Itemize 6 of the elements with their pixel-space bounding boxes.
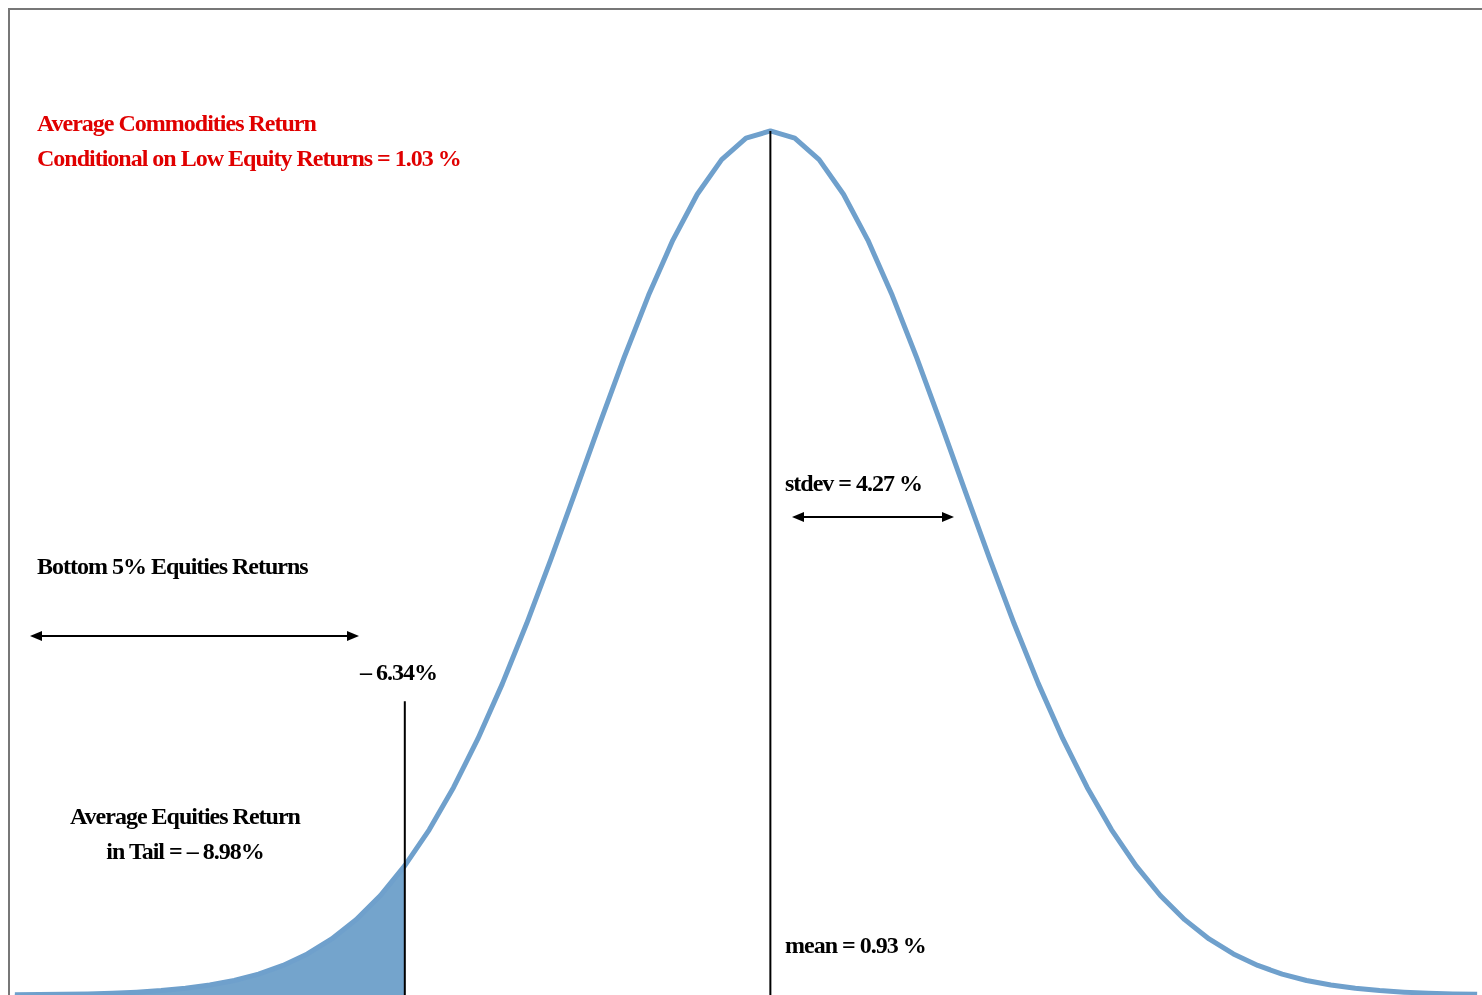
annotation: – 6.34%	[360, 658, 437, 687]
annotation: Bottom 5% Equities Returns	[37, 552, 308, 581]
annotation: stdev = 4.27 %	[785, 469, 923, 498]
annotation: Average Equities Return in Tail = – 8.98%	[69, 802, 302, 866]
annotation: Average Commodities Return Conditional on Low Equity Returns = 1.03 %	[37, 109, 461, 173]
annotation: mean = 0.93 %	[785, 931, 926, 960]
